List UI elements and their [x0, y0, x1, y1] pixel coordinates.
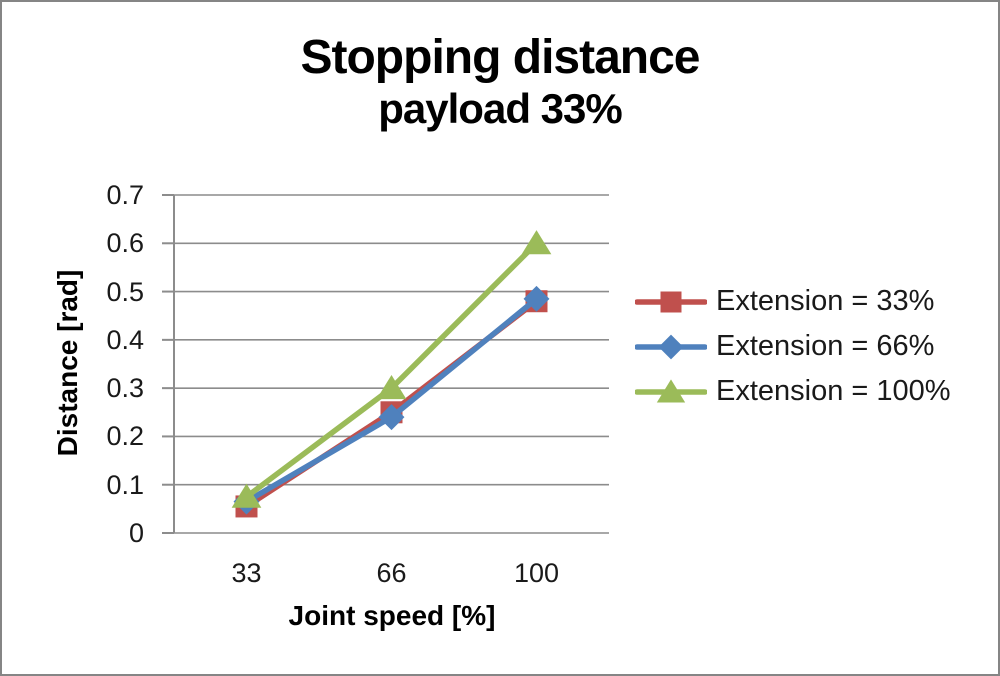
- y-tick-label: 0.3: [106, 373, 144, 404]
- y-tick-label: 0.7: [106, 180, 144, 210]
- series-line: [243, 240, 540, 500]
- diamond-marker-icon: [523, 285, 550, 312]
- legend-item: Extension = 66%: [635, 324, 951, 369]
- x-tick-label: 100: [513, 558, 560, 588]
- legend-label: Extension = 33%: [716, 285, 935, 317]
- legend-marker: [635, 378, 707, 402]
- triangle-marker-icon: [521, 230, 552, 255]
- x-axis-title: Joint speed [%]: [288, 600, 496, 631]
- chart-subtitle: payload 33%: [378, 85, 622, 132]
- legend-marker: [635, 291, 707, 312]
- diamond-marker-icon: [378, 404, 405, 431]
- y-tick-label: 0.2: [106, 421, 144, 452]
- triangle-marker-icon: [656, 378, 686, 402]
- legend-item: Extension = 33%: [635, 279, 951, 324]
- triangle-marker-icon: [376, 374, 407, 400]
- legend-label: Extension = 66%: [716, 330, 935, 362]
- y-tick-label: 0.1: [106, 469, 144, 500]
- x-tick-label: 33: [231, 558, 262, 588]
- legend: Extension = 33% Extension = 66% Extension …: [635, 279, 951, 414]
- series-line: [243, 296, 540, 505]
- legend-marker: [635, 334, 707, 359]
- y-tick-label: 0.4: [106, 324, 144, 355]
- square-marker-icon: [660, 291, 682, 312]
- x-tick-label: 66: [376, 558, 407, 588]
- y-tick-label: 0.6: [106, 228, 144, 259]
- diamond-marker-icon: [658, 334, 684, 359]
- legend-label: Extension = 100%: [716, 375, 951, 407]
- y-tick-label: 0.5: [106, 276, 144, 307]
- triangle-marker-icon: [231, 483, 262, 508]
- chart-title: Stopping distance: [300, 31, 700, 84]
- y-tick-label: 0: [128, 518, 144, 548]
- y-axis-title: Distance [rad]: [52, 269, 83, 457]
- legend-item: Extension = 100%: [635, 369, 951, 414]
